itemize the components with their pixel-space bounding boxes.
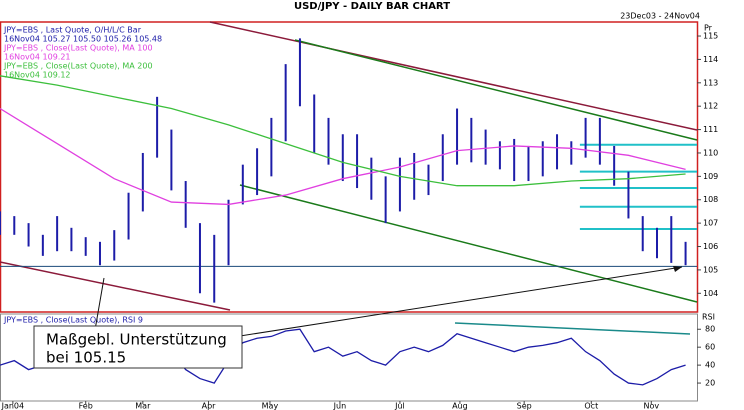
annotation-box xyxy=(33,325,243,369)
x-tick-label: Sep xyxy=(517,402,532,410)
x-tick-label: Oct xyxy=(584,402,598,410)
x-tick-label: Jan04 xyxy=(1,402,25,410)
y-tick-label: 80 xyxy=(705,325,715,334)
y-tick-label: 109 xyxy=(703,172,718,181)
y-tick-label: 113 xyxy=(703,78,718,87)
y-axis-label: RSI xyxy=(702,313,715,322)
x-tick-label: Nov xyxy=(643,402,659,410)
y-tick-label: 104 xyxy=(703,289,718,298)
x-tick-label: Mar xyxy=(135,402,151,410)
arrow xyxy=(94,277,105,331)
x-tick-label: May xyxy=(262,402,279,410)
legend-name: JPY=EBS , Last Quote, O/H/L/C Bar xyxy=(3,26,142,35)
y-tick-label: 106 xyxy=(703,242,718,251)
arrow-head xyxy=(673,266,682,272)
trendline xyxy=(239,184,698,303)
legend-value: 16Nov04 109.12 xyxy=(4,71,71,80)
y-tick-label: 114 xyxy=(703,55,718,64)
y-tick-label: 112 xyxy=(703,102,718,111)
price-frame xyxy=(0,21,699,313)
y-axis-label: Pr xyxy=(704,24,713,33)
legend-name: JPY=EBS , Close(Last Quote), MA 100 xyxy=(3,44,153,53)
date-range: 23Dec03 - 24Nov04 xyxy=(620,12,700,21)
x-tick-label: Apr xyxy=(202,402,217,410)
legend-value: 16Nov04 105.27 105.50 105.26 105.48 xyxy=(4,35,162,44)
moving-average xyxy=(0,107,686,206)
arrow xyxy=(239,266,683,337)
x-tick-label: Feb xyxy=(79,402,93,410)
y-tick-label: 115 xyxy=(703,32,718,41)
annotation-text: Maßgebl. Unterstützung xyxy=(46,331,227,349)
trendlines xyxy=(0,21,698,335)
y-tick-label: 110 xyxy=(703,148,718,157)
y-tick-label: 111 xyxy=(703,125,718,134)
legend-name: JPY=EBS , Close(Last Quote), MA 200 xyxy=(3,62,153,71)
y-tick-label: 20 xyxy=(705,379,715,388)
rsi-frame xyxy=(0,313,698,402)
y-tick-label: 105 xyxy=(703,265,718,274)
y-tick-label: 60 xyxy=(705,343,715,352)
x-tick-label: Jul xyxy=(394,402,405,410)
x-tick-label: Jun xyxy=(333,402,347,410)
trendline xyxy=(294,39,698,141)
chart-title: USD/JPY - DAILY BAR CHART xyxy=(294,1,450,12)
y-tick-label: 40 xyxy=(705,361,715,370)
trendline xyxy=(209,21,698,131)
trendline xyxy=(0,261,231,311)
legend-name: JPY=EBS , Close(Last Quote), RSI 9 xyxy=(3,316,143,325)
legend-value: 16Nov04 109.21 xyxy=(4,53,71,62)
x-tick-label: Aug xyxy=(452,402,468,410)
moving-average xyxy=(0,75,686,187)
trendline xyxy=(454,322,691,335)
annotation-text: bei 105.15 xyxy=(46,349,126,367)
y-tick-label: 107 xyxy=(703,219,718,228)
y-tick-label: 108 xyxy=(703,195,718,204)
